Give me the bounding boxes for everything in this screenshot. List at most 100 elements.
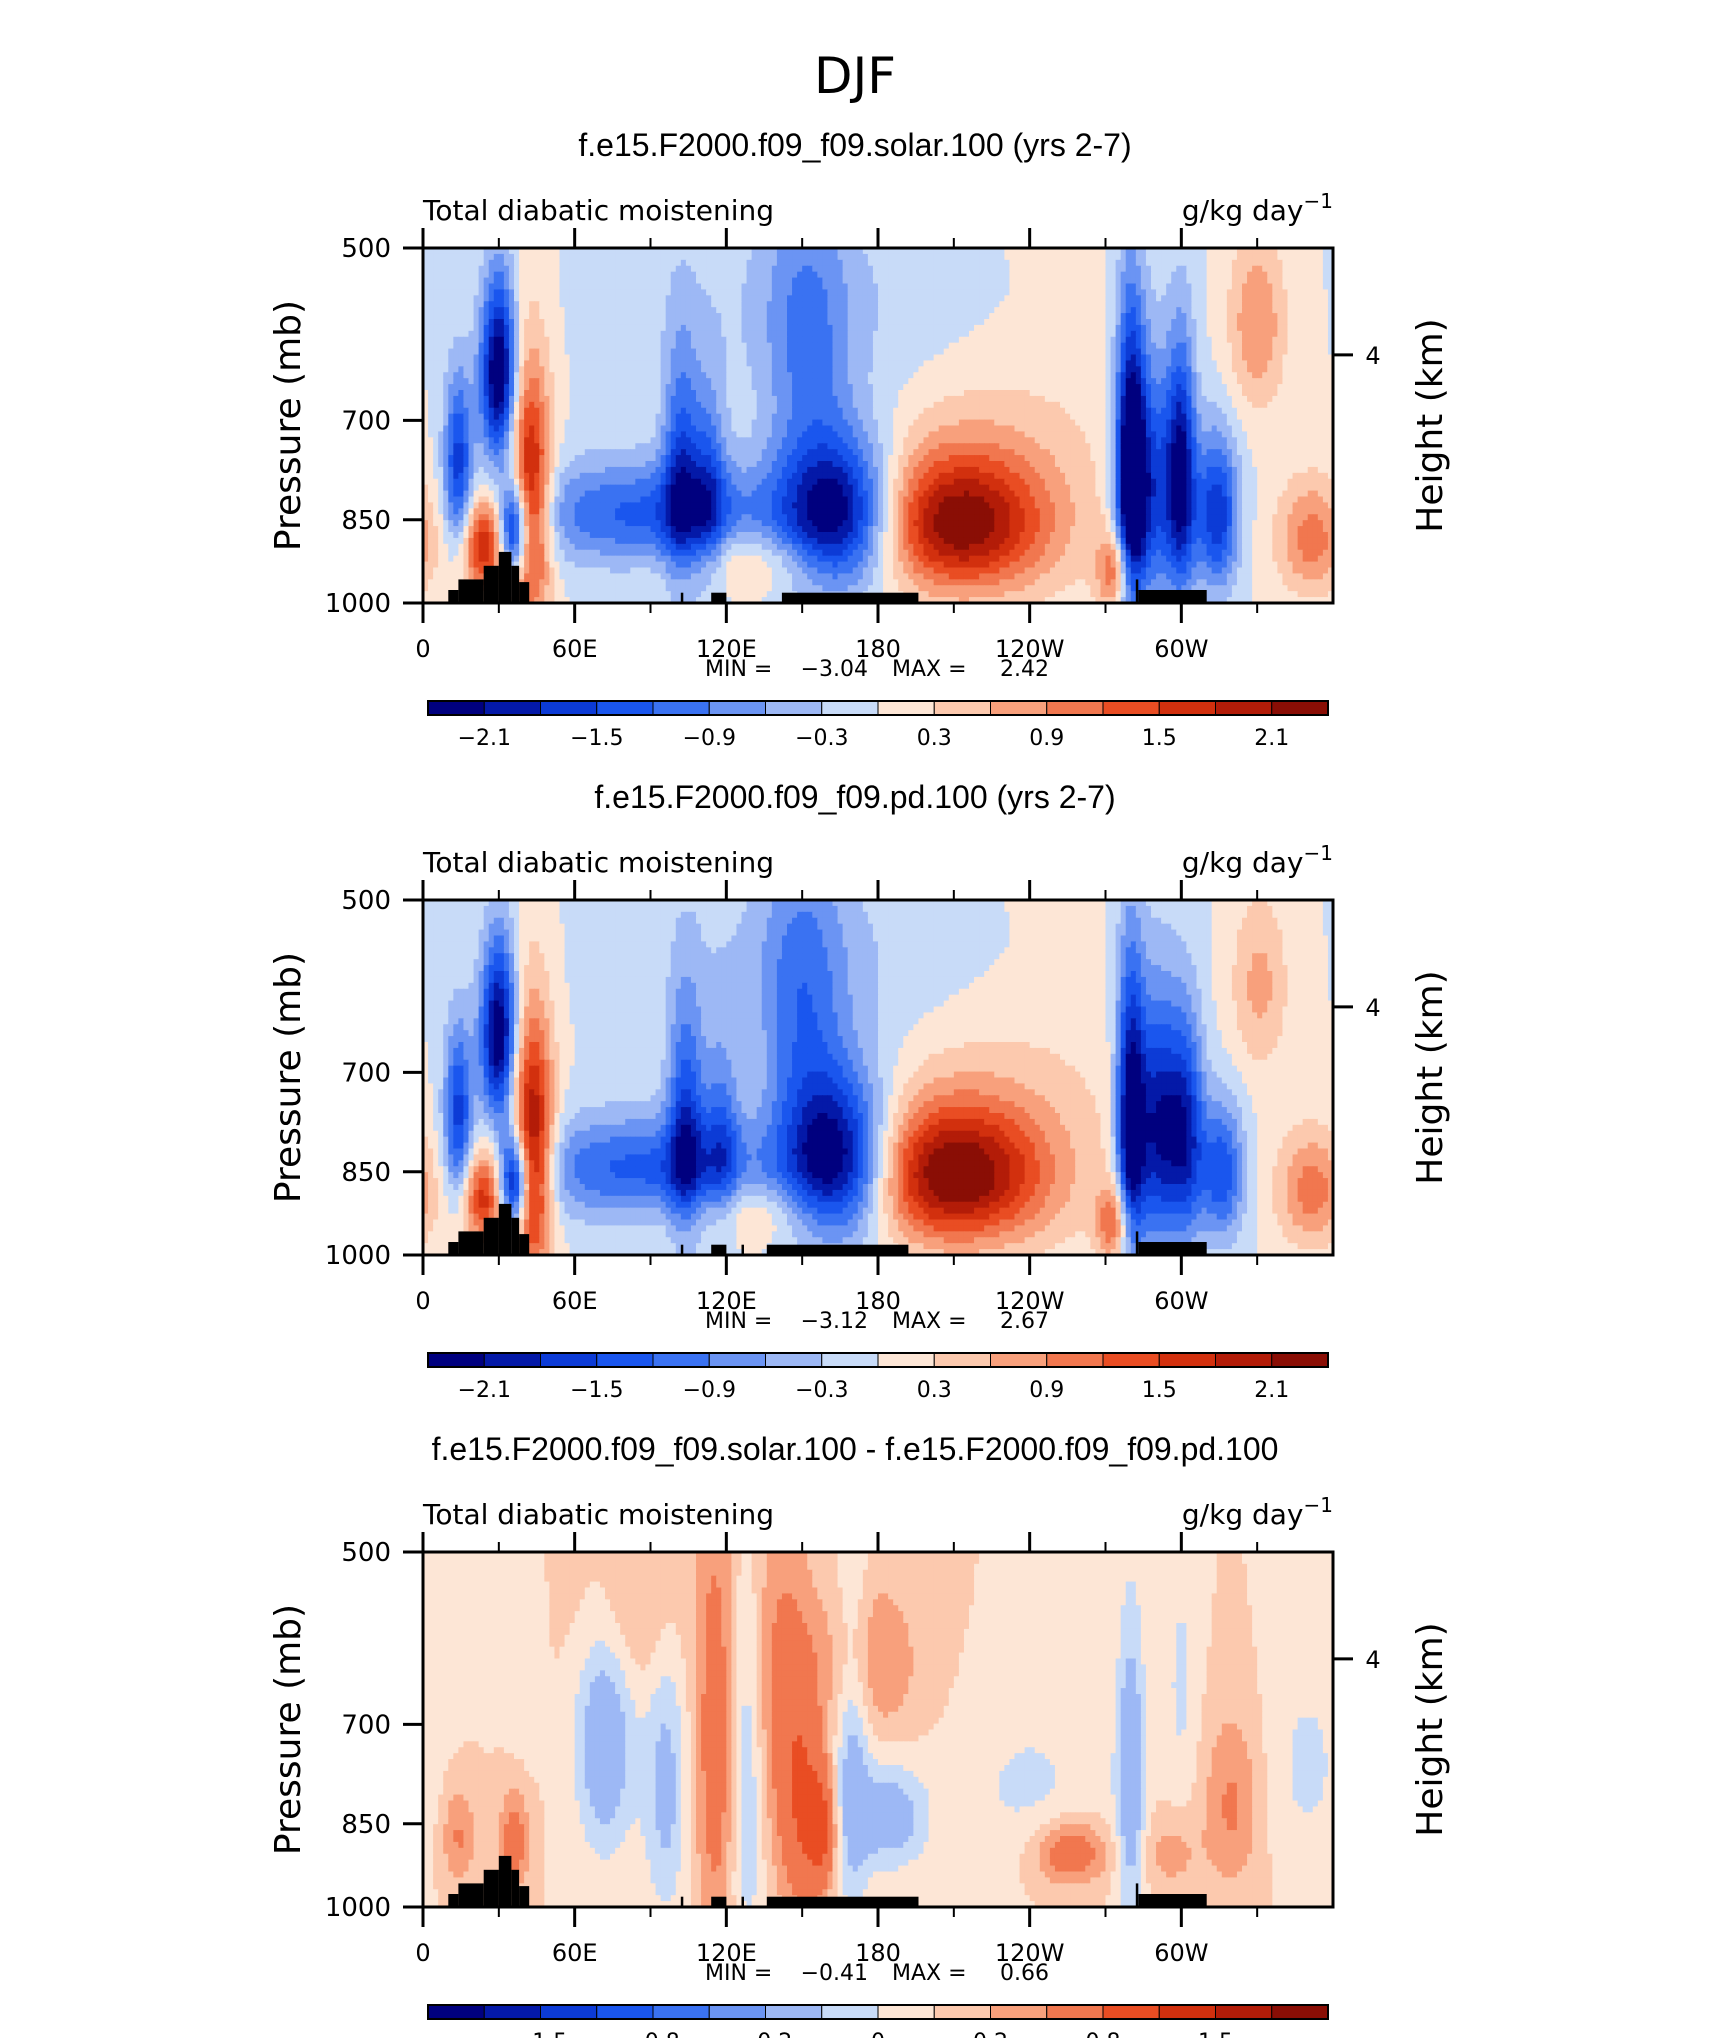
heatmap-cell — [1014, 348, 1021, 356]
heatmap-cell — [680, 395, 687, 403]
heatmap-cell — [888, 283, 894, 291]
heatmap-cell — [458, 289, 465, 296]
heatmap-cell — [680, 384, 687, 391]
heatmap-cell — [589, 277, 596, 285]
heatmap-cell — [1095, 354, 1102, 362]
heatmap-cell — [645, 395, 652, 403]
heatmap-cell — [1191, 277, 1198, 285]
heatmap-cell — [680, 378, 687, 385]
heatmap-cell — [463, 313, 470, 320]
heatmap-cell — [1206, 301, 1213, 308]
heatmap-cell — [802, 395, 808, 403]
heatmap-cell — [1252, 283, 1258, 291]
heatmap-cell — [726, 319, 732, 326]
heatmap-cell — [781, 277, 788, 285]
heatmap-cell — [1115, 277, 1122, 285]
heatmap-cell — [1029, 342, 1036, 350]
heatmap-cell — [635, 295, 641, 302]
heatmap-cell — [751, 277, 758, 285]
heatmap-cell — [1151, 366, 1157, 373]
heatmap-cell — [948, 360, 955, 367]
heatmap-cell — [534, 265, 540, 273]
heatmap-cell — [862, 390, 869, 397]
heatmap-cell — [1100, 330, 1107, 338]
heatmap-cell — [665, 401, 672, 409]
heatmap-cell — [1065, 395, 1071, 403]
heatmap-cell — [433, 378, 439, 385]
heatmap-cell — [948, 330, 955, 338]
heatmap-cell — [1322, 253, 1329, 261]
heatmap-cell — [969, 384, 975, 391]
heatmap-cell — [706, 366, 712, 373]
heatmap-cell — [549, 248, 556, 255]
heatmap-cell — [1105, 283, 1112, 291]
heatmap-cell — [675, 295, 682, 302]
heatmap-cell — [544, 336, 550, 344]
heatmap-cell — [1004, 372, 1011, 379]
heatmap-cell — [503, 342, 510, 350]
heatmap-cell — [984, 407, 990, 415]
heatmap-cell — [923, 248, 930, 255]
heatmap-cell — [1019, 372, 1026, 379]
heatmap-cell — [680, 348, 687, 356]
heatmap-cell — [903, 289, 909, 296]
heatmap-cell — [1105, 289, 1112, 296]
heatmap-cell — [721, 277, 727, 285]
heatmap-cell — [1302, 253, 1309, 261]
heatmap-cell — [458, 384, 465, 391]
heatmap-cell — [1186, 265, 1193, 273]
heatmap-cell — [706, 336, 712, 344]
heatmap-cell — [1242, 307, 1248, 314]
heatmap-cell — [1019, 319, 1026, 326]
heatmap-cell — [1201, 248, 1208, 255]
heatmap-cell — [605, 265, 611, 273]
heatmap-cell — [584, 265, 591, 273]
heatmap-cell — [1171, 390, 1177, 397]
heatmap-cell — [1247, 336, 1253, 344]
heatmap-cell — [1125, 295, 1132, 302]
heatmap-cell — [1322, 301, 1329, 308]
heatmap-cell — [463, 265, 470, 273]
heatmap-cell — [448, 283, 454, 291]
heatmap-cell — [756, 372, 763, 379]
heatmap-cell — [1125, 336, 1132, 344]
heatmap-cell — [1302, 401, 1309, 409]
heatmap-cell — [539, 372, 545, 379]
heatmap-cell — [1009, 259, 1016, 267]
heatmap-cell — [1312, 395, 1319, 403]
heatmap-cell — [423, 295, 429, 302]
heatmap-cell — [1135, 378, 1142, 385]
heatmap-cell — [488, 354, 495, 362]
heatmap-cell — [514, 401, 520, 409]
heatmap-cell — [1105, 342, 1112, 350]
heatmap-cell — [979, 395, 985, 403]
heatmap-cell — [1312, 307, 1319, 314]
heatmap-cell — [524, 360, 530, 367]
heatmap-cell — [670, 372, 677, 379]
heatmap-cell — [908, 283, 914, 291]
heatmap-cell — [1322, 384, 1329, 391]
heatmap-cell — [1095, 324, 1102, 332]
heatmap-cell — [423, 390, 429, 397]
heatmap-cell — [1034, 407, 1041, 415]
heatmap-cell — [1317, 330, 1324, 338]
heatmap-cell — [1070, 384, 1076, 391]
heatmap-cell — [1247, 248, 1253, 255]
heatmap-cell — [650, 259, 657, 267]
heatmap-cell — [438, 259, 444, 267]
heatmap-cell — [685, 348, 692, 356]
heatmap-cell — [524, 395, 530, 403]
heatmap-cell — [1110, 366, 1117, 373]
heatmap-cell — [569, 301, 576, 308]
heatmap-cell — [1034, 277, 1041, 285]
heatmap-cell — [1277, 366, 1284, 373]
heatmap-cell — [963, 259, 970, 267]
heatmap-cell — [963, 384, 970, 391]
heatmap-cell — [1221, 336, 1228, 344]
heatmap-cell — [872, 401, 879, 409]
heatmap-cell — [903, 324, 909, 332]
heatmap-cell — [1186, 307, 1193, 314]
heatmap-cell — [958, 301, 965, 308]
heatmap-cell — [1252, 277, 1258, 285]
heatmap-cell — [1029, 336, 1036, 344]
